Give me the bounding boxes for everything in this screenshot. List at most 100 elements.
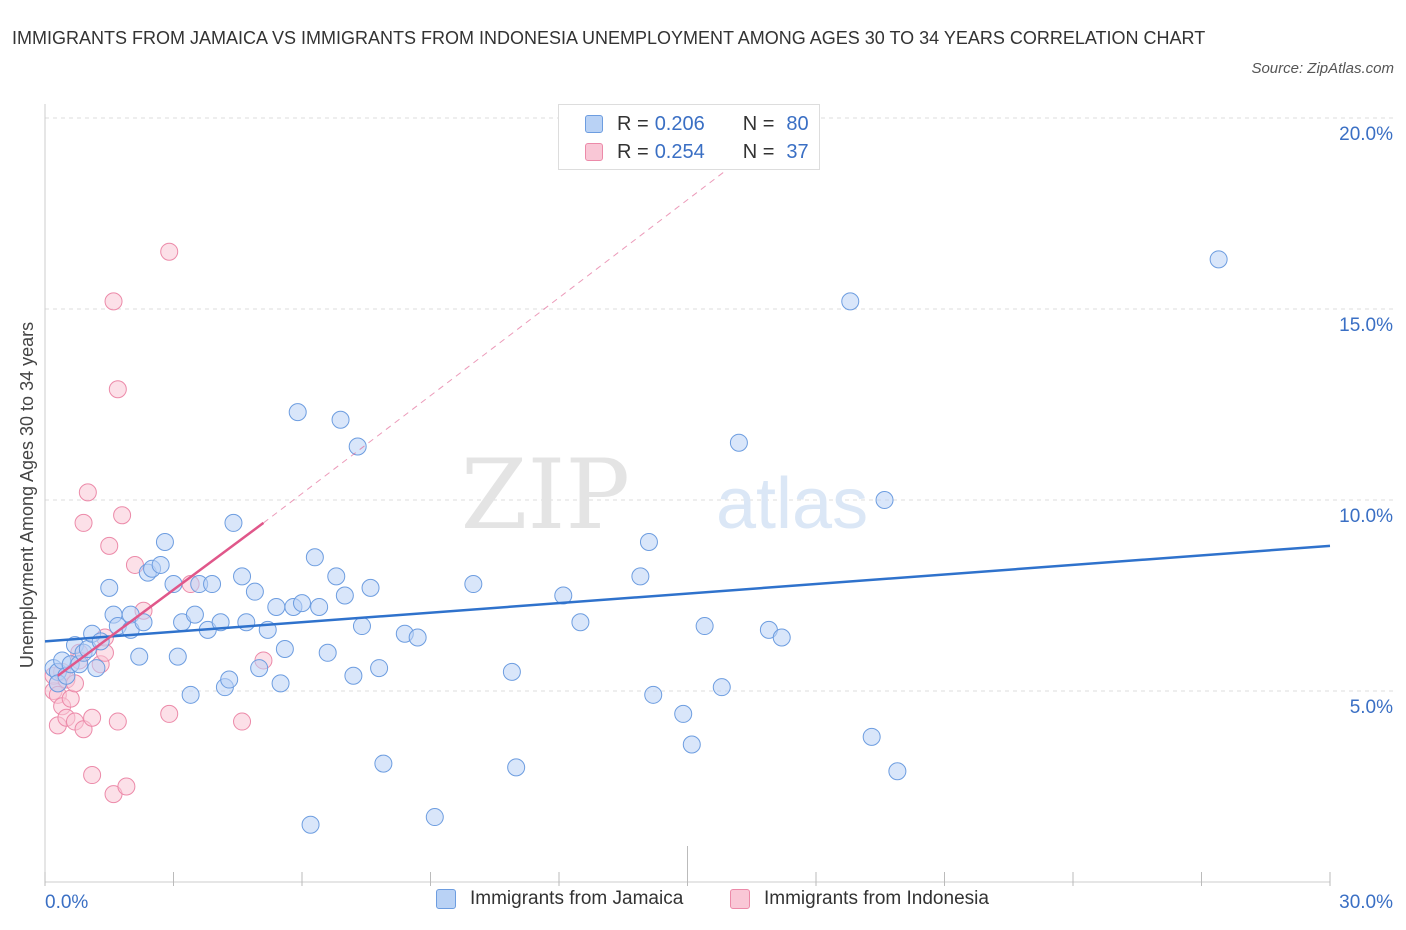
jamaica-point: [271, 674, 290, 693]
legend-n-label: N =: [742, 140, 775, 163]
jamaica-point: [571, 613, 590, 632]
jamaica-point: [293, 594, 311, 613]
indonesia-point: [100, 536, 119, 555]
jamaica-point: [237, 613, 256, 632]
indonesia-point: [104, 292, 123, 311]
jamaica-point: [87, 659, 106, 678]
jamaica-point: [841, 292, 860, 311]
indonesia-point: [117, 777, 136, 796]
indonesia-point: [83, 708, 102, 727]
jamaica-points: [44, 250, 1228, 834]
jamaica-point: [134, 613, 153, 632]
jamaica-point: [301, 815, 320, 834]
jamaica-point: [361, 578, 380, 597]
jamaica-point: [888, 762, 907, 781]
y-tick-label: 15.0%: [1339, 315, 1393, 336]
legend-n-value: 80: [786, 112, 809, 135]
indonesia-point: [160, 242, 179, 261]
indonesia-trend-line: [57, 521, 265, 677]
legend-row-jamaica: R = 0.206 N = 80: [585, 110, 809, 138]
jamaica-point: [631, 567, 650, 586]
chart-source: Source: ZipAtlas.com: [1251, 60, 1394, 77]
watermark-atlas: atlas: [716, 464, 868, 544]
legend-n-value: 37: [786, 140, 809, 163]
legend-n-label: N =: [742, 112, 775, 135]
jamaica-point: [155, 533, 174, 552]
jamaica-point: [862, 727, 881, 746]
legend-r-label: R =: [617, 112, 649, 135]
jamaica-point: [502, 662, 521, 681]
trend-lines: [44, 163, 1331, 677]
jamaica-point: [203, 575, 222, 594]
chart-title: IMMIGRANTS FROM JAMAICA VS IMMIGRANTS FR…: [12, 28, 1206, 48]
jamaica-point: [318, 643, 337, 662]
jamaica-point: [275, 639, 294, 658]
jamaica-point: [875, 491, 894, 509]
indonesia-point: [108, 712, 127, 731]
indonesia-point: [78, 483, 97, 502]
jamaica-point: [305, 548, 324, 567]
legend-r-value: 0.254: [654, 140, 705, 163]
jamaica-point: [331, 410, 350, 429]
jamaica-point: [464, 575, 483, 594]
jamaica-point: [674, 704, 693, 723]
indonesia-point: [108, 380, 127, 399]
indonesia-point: [233, 712, 252, 731]
jamaica-point: [233, 567, 252, 586]
jamaica-point: [772, 628, 791, 647]
legend-r-label: R =: [617, 140, 649, 163]
legend-swatch-indonesia: [585, 143, 603, 161]
legend-r-value: 0.206: [654, 112, 705, 135]
jamaica-point: [682, 735, 701, 754]
indonesia-point: [83, 766, 102, 785]
jamaica-point: [288, 403, 307, 422]
legend-swatch-jamaica: [436, 889, 456, 909]
grid-layer: [45, 117, 1395, 692]
jamaica-point: [1209, 250, 1228, 269]
watermark: ZIP atlas: [461, 439, 868, 551]
jamaica-point: [352, 617, 371, 636]
jamaica-point: [425, 808, 444, 827]
jamaica-point: [729, 433, 748, 452]
legend-swatch-indonesia: [730, 889, 750, 909]
jamaica-point: [168, 647, 187, 666]
jamaica-point: [267, 597, 286, 616]
legend-item-jamaica[interactable]: Immigrants from Jamaica: [436, 888, 683, 910]
jamaica-point: [224, 513, 243, 532]
jamaica-point: [250, 659, 269, 678]
jamaica-point: [507, 758, 526, 777]
y-axis-title: Unemployment Among Ages 30 to 34 years: [17, 322, 37, 668]
jamaica-point: [181, 685, 200, 704]
jamaica-point: [151, 555, 170, 574]
legend-row-indonesia: R = 0.254 N = 37: [585, 138, 809, 166]
legend-label-indonesia: Immigrants from Indonesia: [764, 888, 989, 909]
jamaica-point: [327, 567, 346, 586]
indonesia-point: [113, 506, 132, 525]
jamaica-point: [344, 666, 363, 685]
watermark-zip: ZIP: [461, 439, 630, 551]
legend-label-jamaica: Immigrants from Jamaica: [470, 888, 684, 909]
y-tick-label: 10.0%: [1339, 506, 1393, 527]
y-tick-label: 5.0%: [1350, 697, 1393, 718]
jamaica-point: [185, 605, 204, 624]
jamaica-point: [245, 582, 264, 601]
legend-item-indonesia[interactable]: Immigrants from Indonesia: [730, 888, 989, 910]
jamaica-point: [220, 670, 239, 689]
legend-swatch-jamaica: [585, 115, 603, 133]
indonesia-point: [160, 704, 179, 723]
jamaica-point: [408, 628, 427, 647]
series-legend: Immigrants from Jamaica Immigrants from …: [0, 888, 1406, 916]
x-tick-label-max: 30.0%: [1339, 892, 1393, 913]
axis-layer: [44, 104, 1331, 886]
x-tick-label-min: 0.0%: [45, 892, 88, 913]
jamaica-point: [695, 617, 714, 636]
jamaica-point: [100, 578, 119, 597]
jamaica-point: [348, 437, 367, 456]
jamaica-point: [644, 685, 663, 704]
jamaica-point: [130, 647, 149, 666]
jamaica-point: [211, 613, 230, 632]
jamaica-point: [335, 586, 354, 605]
jamaica-trend-line: [44, 544, 1331, 643]
indonesia-point: [74, 513, 93, 532]
